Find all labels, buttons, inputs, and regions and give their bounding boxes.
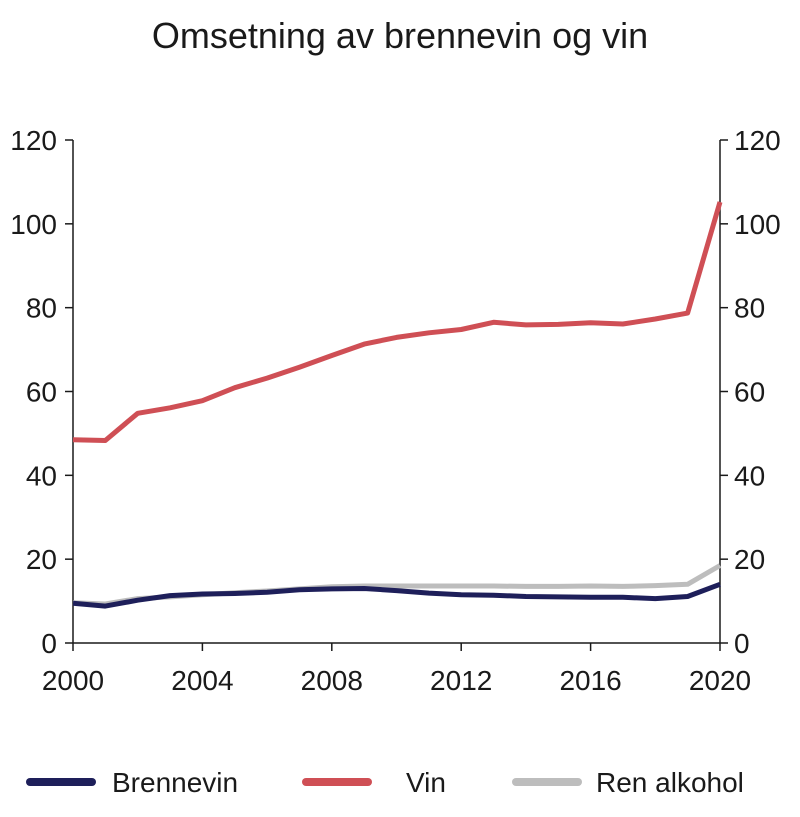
y-tick-label-right: 100: [734, 209, 781, 240]
y-tick-label-right: 120: [734, 125, 781, 156]
x-tick-label: 2004: [171, 665, 233, 696]
x-tick-label: 2012: [430, 665, 492, 696]
legend-label-brennevin: Brennevin: [112, 767, 238, 798]
y-tick-label-left: 20: [26, 544, 57, 575]
series-line-vin: [72, 201, 723, 443]
chart-title: Omsetning av brennevin og vin: [152, 15, 648, 56]
legend-label-ren-alkohol: Ren alkohol: [596, 767, 744, 798]
plot-area: [72, 201, 723, 609]
y-tick-label-right: 20: [734, 544, 765, 575]
y-tick-label-left: 40: [26, 460, 57, 491]
y-tick-label-right: 0: [734, 628, 750, 659]
legend: Brennevin Vin Ren alkohol: [26, 767, 744, 798]
series-line-brennevin: [72, 581, 721, 609]
x-tick-label: 2000: [42, 665, 104, 696]
x-tick-label: 2008: [301, 665, 363, 696]
y-tick-label-left: 60: [26, 377, 57, 408]
x-tick-label: 2016: [559, 665, 621, 696]
y-tick-label-left: 100: [10, 209, 57, 240]
y-tick-label-right: 80: [734, 293, 765, 324]
y-tick-label-right: 60: [734, 377, 765, 408]
y-tick-label-left: 80: [26, 293, 57, 324]
y-tick-label-left: 120: [10, 125, 57, 156]
axes: 0 20 40 60 80 100 120 0 20 40 60 80 100 120 2000 2004 20…: [10, 125, 780, 696]
y-tick-label-left: 0: [41, 628, 57, 659]
y-tick-label-right: 40: [734, 460, 765, 491]
x-tick-label: 2020: [689, 665, 751, 696]
legend-label-vin: Vin: [406, 767, 446, 798]
